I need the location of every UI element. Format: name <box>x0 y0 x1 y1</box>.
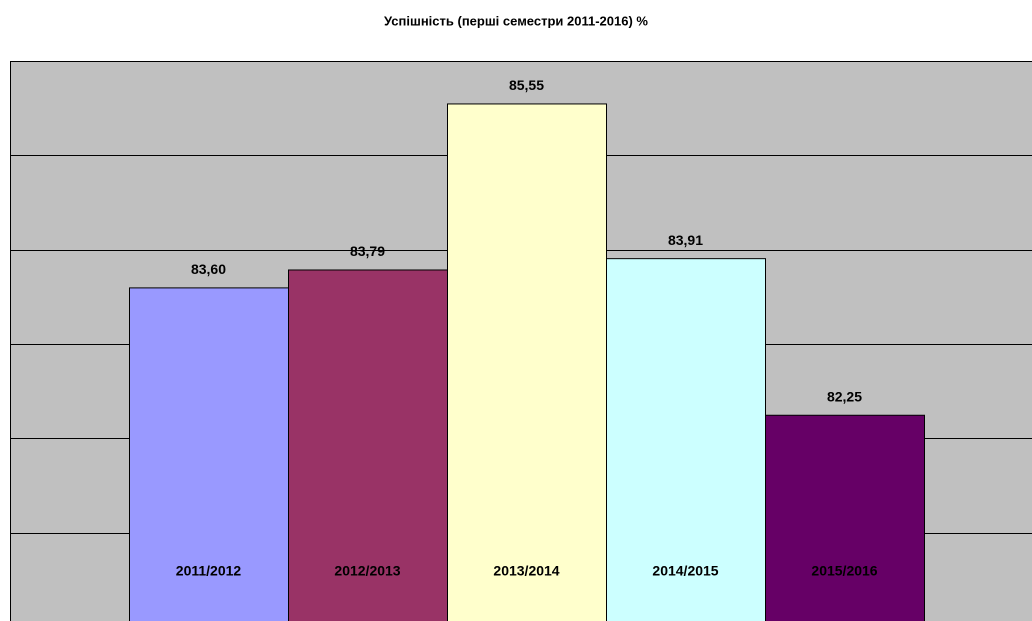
data-label: 83,79 <box>350 243 385 259</box>
x-tick-label: 2013/2014 <box>493 563 559 579</box>
x-tick-label: 2012/2013 <box>334 563 400 579</box>
x-tick-label: 2014/2015 <box>652 563 718 579</box>
bar <box>288 269 448 621</box>
data-label: 83,91 <box>668 232 703 248</box>
bar <box>606 258 766 621</box>
bar <box>447 103 607 621</box>
bar <box>765 414 925 621</box>
chart-title: Успішність (перші семестри 2011-2016) % <box>384 13 648 28</box>
data-label: 82,25 <box>827 388 862 404</box>
x-tick-label: 2011/2012 <box>176 563 242 579</box>
data-label: 83,60 <box>191 261 226 277</box>
x-tick-label: 2015/2016 <box>811 563 877 579</box>
data-label: 85,55 <box>509 77 544 93</box>
bar <box>129 287 289 621</box>
